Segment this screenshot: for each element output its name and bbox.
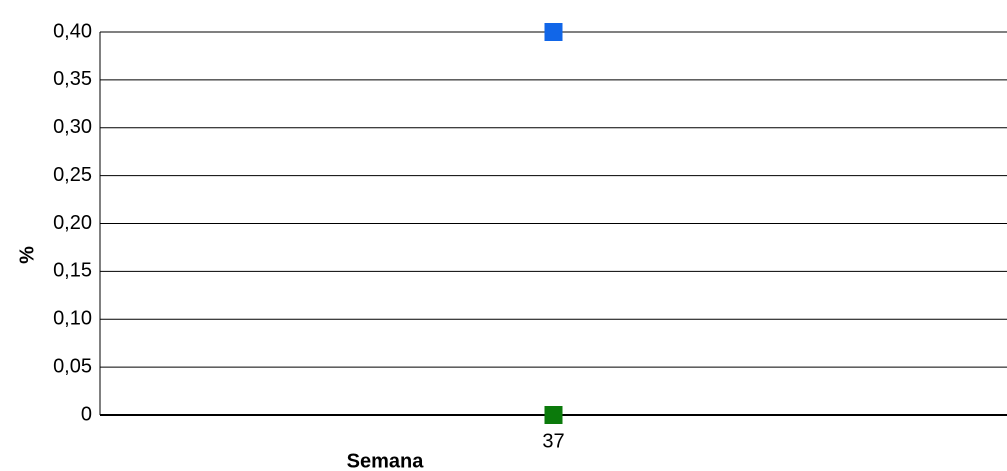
y-tick-label: 0,40 — [53, 20, 92, 42]
y-tick-label: 0,25 — [53, 164, 92, 186]
y-tick-label: 0 — [81, 403, 92, 425]
y-tick-label: 0,15 — [53, 260, 92, 282]
marker — [544, 406, 563, 424]
x-axis-label: Semana — [347, 450, 425, 471]
y-tick-label: 0,10 — [53, 308, 92, 330]
marker — [544, 23, 563, 41]
y-tick-label: 0,35 — [53, 68, 92, 90]
y-tick-label: 0,05 — [53, 355, 92, 377]
x-tick-label: 37 — [542, 430, 564, 452]
y-tick-label: 0,20 — [53, 212, 92, 234]
y-axis-label: % — [16, 246, 38, 264]
y-tick-label: 0,30 — [53, 116, 92, 138]
